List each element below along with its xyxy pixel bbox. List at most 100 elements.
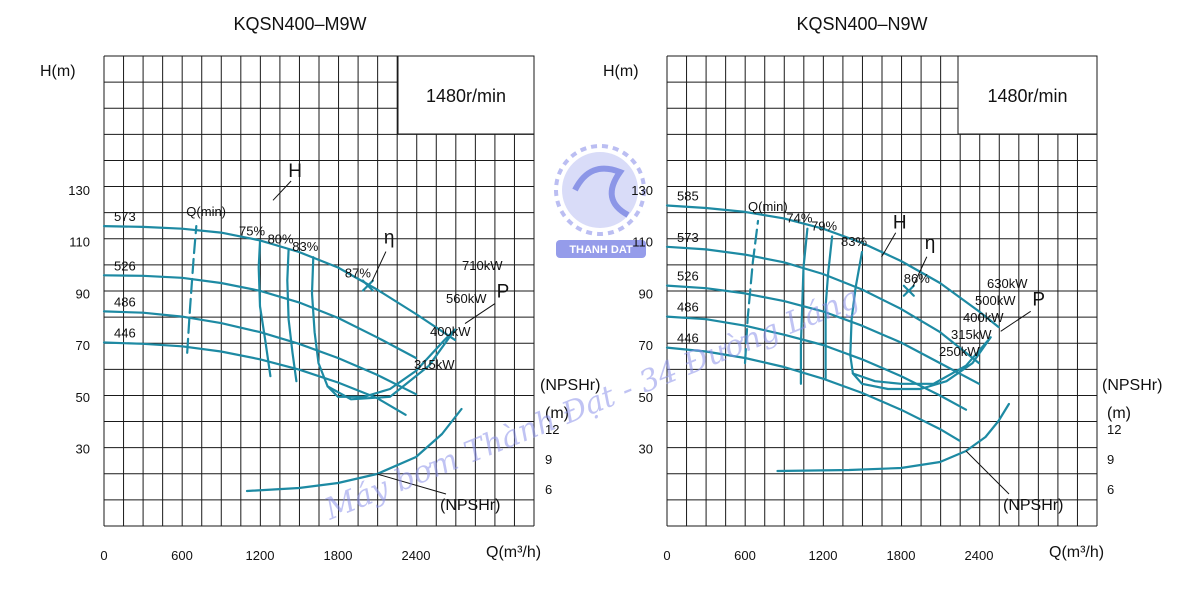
power-label: 710kW — [462, 258, 503, 273]
npsh-leader — [965, 450, 1010, 495]
npsh-curve-label: (NPSHr) — [1003, 497, 1063, 514]
impeller-diameter-label: 585 — [677, 188, 699, 203]
head-curve — [665, 245, 981, 365]
y-axis-label: H(m) — [603, 63, 639, 80]
impeller-diameter-label: 573 — [677, 230, 699, 245]
power-label: 560kW — [446, 291, 487, 306]
efficiency-label: 79% — [811, 218, 837, 233]
x-axis-label: Q(m³/h) — [486, 544, 541, 561]
x-tick-label: 1200 — [809, 548, 838, 563]
efficiency-curve — [257, 240, 272, 378]
x-tick-label: 0 — [100, 548, 107, 563]
impeller-diameter-label: 526 — [677, 269, 699, 284]
pump-chart-1: 1480r/minKQSN400–M9WH(m)Q(m³/h)305070901… — [40, 14, 600, 563]
x-tick-label: 1200 — [246, 548, 275, 563]
power-curve-label: P — [1032, 289, 1045, 310]
speed-label: 1480r/min — [987, 86, 1067, 106]
efficiency-curve — [849, 250, 864, 375]
head-curve — [665, 315, 968, 411]
eta-label: η — [384, 228, 395, 249]
efficiency-label: 83% — [292, 239, 318, 254]
best-efficiency-label: 87% — [345, 266, 371, 281]
head-curve — [102, 341, 407, 416]
x-tick-label: 0 — [663, 548, 670, 563]
power-curve-label: P — [497, 282, 510, 303]
efficiency-label: 83% — [841, 234, 867, 249]
impeller-diameter-label: 486 — [114, 294, 136, 309]
y-tick-label: 50 — [76, 390, 90, 405]
head-curve-label: H — [288, 161, 302, 182]
x-tick-label: 600 — [734, 548, 756, 563]
y-tick-label: 70 — [639, 338, 653, 353]
eta-leader — [912, 256, 928, 287]
speed-box — [397, 55, 535, 135]
head-curve-label: H — [893, 213, 907, 234]
npsh-axis-unit: (m) — [1107, 405, 1131, 422]
impeller-diameter-label: 446 — [114, 325, 136, 340]
eta-leader — [371, 251, 387, 282]
efficiency-curve — [310, 256, 329, 388]
x-tick-label: 1800 — [887, 548, 916, 563]
x-tick-label: 1800 — [324, 548, 353, 563]
min-flow-label: Q(min) — [748, 199, 788, 214]
head-curve — [102, 310, 418, 396]
speed-box — [957, 55, 1098, 135]
npsh-tick-label: 9 — [1107, 452, 1114, 467]
npsh-tick-label: 6 — [545, 482, 552, 497]
efficiency-curve — [799, 227, 809, 385]
npsh-axis-label: (NPSHr) — [540, 377, 600, 394]
logo-text: THANH DAT — [569, 244, 633, 256]
min-flow-line — [186, 225, 198, 354]
impeller-diameter-label: 573 — [114, 209, 136, 224]
efficiency-loop — [851, 336, 992, 391]
power-label: 400kW — [430, 324, 471, 339]
power-label: 315kW — [951, 327, 992, 342]
min-flow-label: Q(min) — [186, 204, 226, 219]
efficiency-curve — [824, 235, 834, 380]
y-tick-label: 90 — [76, 286, 90, 301]
head-leader — [881, 232, 897, 258]
x-axis-label: Q(m³/h) — [1049, 544, 1104, 561]
chart-title: KQSN400–N9W — [796, 14, 927, 34]
x-tick-label: 2400 — [402, 548, 431, 563]
npsh-tick-label: 12 — [545, 422, 559, 437]
impeller-diameter-label: 486 — [677, 300, 699, 315]
y-tick-label: 70 — [76, 338, 90, 353]
head-curve — [665, 204, 1000, 329]
y-tick-label: 30 — [639, 441, 653, 456]
thanh-dat-logo: THANH DAT — [554, 144, 646, 258]
power-leader — [1000, 310, 1031, 332]
chart-title: KQSN400–M9W — [233, 14, 366, 34]
efficiency-loop — [326, 328, 457, 401]
speed-label: 1480r/min — [426, 86, 506, 106]
y-tick-label: 110 — [69, 235, 90, 250]
power-label: 500kW — [975, 293, 1016, 308]
head-curve — [102, 225, 457, 341]
power-label: 315kW — [414, 357, 455, 372]
power-leader — [464, 303, 496, 324]
npsh-leader — [376, 473, 447, 495]
y-axis-label: H(m) — [40, 63, 76, 80]
pump-chart-2: 1480r/minKQSN400–N9WH(m)Q(m³/h)305070901… — [603, 14, 1162, 563]
npsh-axis-unit: (m) — [545, 405, 569, 422]
y-tick-label: 30 — [76, 441, 90, 456]
y-tick-label: 130 — [68, 183, 90, 198]
best-efficiency-marker — [902, 284, 915, 297]
npsh-tick-label: 9 — [545, 452, 552, 467]
y-tick-label: 110 — [632, 235, 653, 250]
impeller-diameter-label: 446 — [677, 331, 699, 346]
best-efficiency-marker — [361, 279, 374, 292]
npsh-axis-label: (NPSHr) — [1102, 377, 1162, 394]
npsh-tick-label: 12 — [1107, 422, 1121, 437]
head-leader — [272, 180, 292, 201]
x-tick-label: 2400 — [965, 548, 994, 563]
head-curve — [665, 284, 981, 385]
efficiency-label: 75% — [239, 224, 265, 239]
y-tick-label: 50 — [639, 390, 653, 405]
npsh-tick-label: 6 — [1107, 482, 1114, 497]
min-flow-line — [743, 219, 760, 365]
npsh-curve — [776, 402, 1010, 473]
efficiency-curve — [286, 248, 298, 383]
y-tick-label: 90 — [639, 286, 653, 301]
